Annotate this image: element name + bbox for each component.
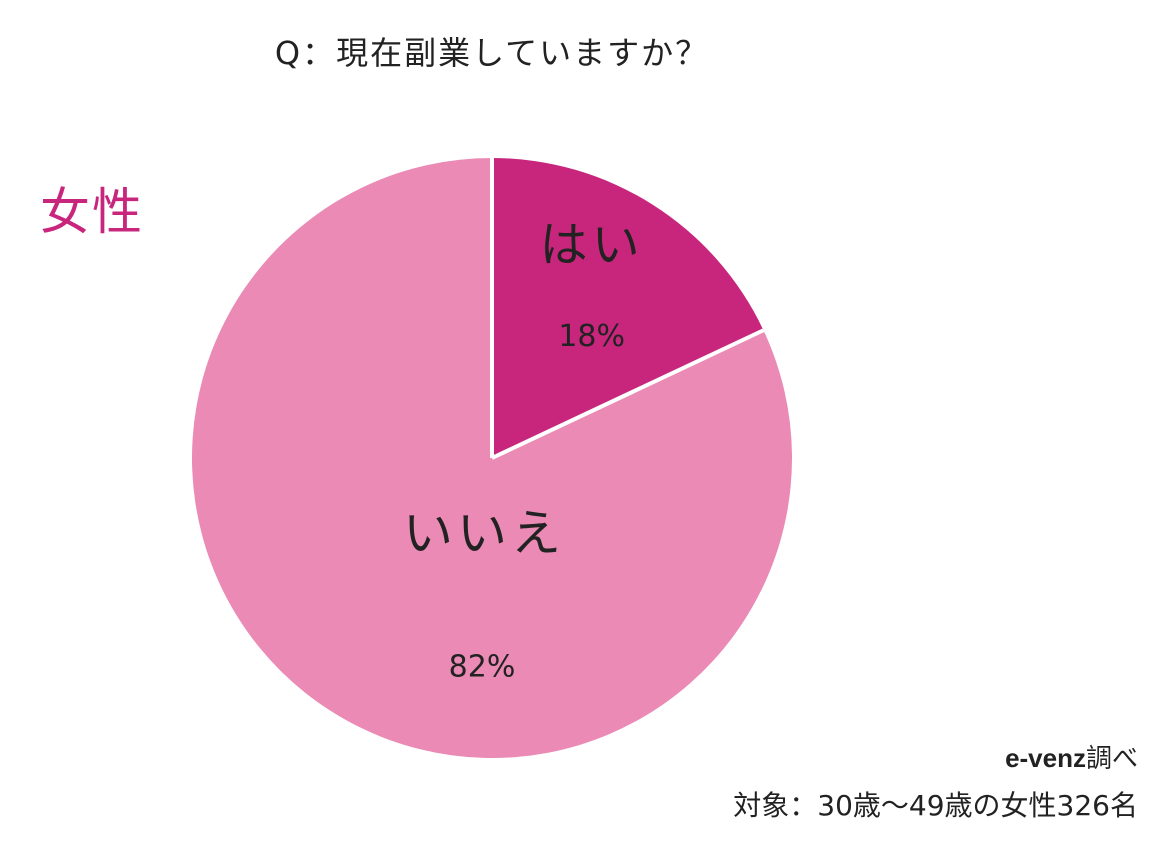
source-suffix: 調べ <box>1085 744 1138 774</box>
slice-value-label-1: 82% <box>449 649 516 684</box>
source-credit: e-venz調べ <box>1005 738 1138 775</box>
source-brand: e-venz <box>1005 743 1086 773</box>
survey-target: 対象：30歳〜49歳の女性326名 <box>733 789 1138 822</box>
pie-slice-0 <box>492 158 764 458</box>
slice-label-0: はい <box>540 217 644 273</box>
slice-value-label-0: 18% <box>558 319 625 354</box>
chart-title: Q：現在副業していますか？ <box>274 34 710 72</box>
gender-label: 女性 <box>40 183 144 241</box>
slice-label-1: いいえ <box>403 504 565 562</box>
slice-separator-1 <box>491 328 765 460</box>
